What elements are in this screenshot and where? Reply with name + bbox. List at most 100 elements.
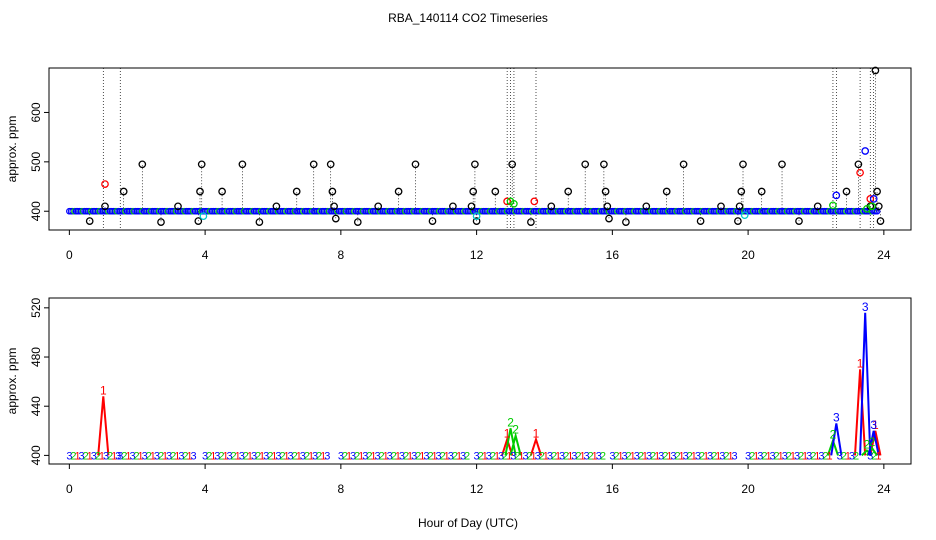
series-3-label: 3 (387, 450, 393, 462)
top-spike-lines (102, 68, 875, 230)
black-point (394, 187, 403, 196)
black-point (272, 202, 281, 211)
series-1-label: 1 (296, 450, 302, 462)
x-tick-label: 16 (606, 248, 620, 262)
black-point (717, 202, 725, 211)
cyan-point (472, 212, 481, 221)
series-1-label: 1 (753, 450, 759, 462)
green-point (510, 199, 518, 208)
black-point (331, 214, 340, 223)
series-2-label: 2 (588, 450, 594, 462)
bottom-series-lines (97, 312, 882, 457)
x-tick-label: 4 (202, 248, 209, 262)
series-2-label: 2 (440, 450, 446, 462)
series-3-label: 3 (622, 450, 628, 462)
series-1-label: 1 (592, 450, 598, 462)
black-point (196, 187, 204, 196)
series-1-label: 1 (174, 450, 180, 462)
series-2-label: 2 (170, 450, 176, 462)
series-2-label: 2 (674, 450, 680, 462)
red-point (530, 197, 539, 206)
black-point (778, 160, 786, 169)
x-tick-label: 0 (66, 482, 73, 496)
series-2-peak (504, 428, 517, 456)
series-3-label: 3 (362, 450, 368, 462)
x-tick-label: 8 (338, 482, 345, 496)
series-2-label: 2 (723, 450, 729, 462)
series-3-label: 3 (849, 450, 855, 462)
black-point (735, 202, 744, 211)
series-1-label: 1 (802, 450, 808, 462)
series-2-label: 2 (761, 450, 767, 462)
series-1-label: 1 (111, 450, 117, 462)
black-point (600, 160, 608, 169)
series-2-label: 2 (563, 450, 569, 462)
series-3-label: 3 (745, 450, 751, 462)
green-point (829, 201, 837, 210)
series-2-peak-label: 2 (507, 415, 514, 429)
series-1-label: 1 (617, 450, 623, 462)
black-point (157, 218, 165, 226)
x-tick-label: 24 (877, 482, 891, 496)
red-point (856, 168, 864, 177)
series-3-label: 3 (411, 450, 417, 462)
series-2-label: 2 (354, 450, 360, 462)
series-1-label: 1 (654, 450, 660, 462)
x-tick-label: 24 (877, 248, 891, 262)
black-point (238, 160, 247, 169)
series-3-label: 3 (547, 450, 553, 462)
series-2-label: 2 (342, 450, 348, 462)
series-1-label: 1 (494, 450, 500, 462)
series-3-label: 3 (178, 450, 184, 462)
series-2-label: 2 (853, 450, 859, 462)
blue-point (832, 191, 841, 200)
series-1-label: 1 (444, 450, 450, 462)
series-2-label: 2 (415, 450, 421, 462)
series-2-label: 2 (626, 450, 632, 462)
series-3-label: 3 (239, 450, 245, 462)
series-1-label: 1 (358, 450, 364, 462)
series-3-label: 3 (91, 450, 97, 462)
series-2-label: 2 (464, 450, 470, 462)
y-tick-label: 500 (29, 152, 43, 172)
series-1-label: 1 (790, 450, 796, 462)
black-point (662, 187, 671, 196)
series-3-peak (867, 430, 880, 456)
series-3-label: 3 (312, 450, 318, 462)
series-1-label: 1 (630, 450, 636, 462)
black-point (508, 160, 517, 169)
series-2-label: 2 (316, 450, 322, 462)
black-point (813, 202, 822, 211)
series-2-label: 2 (749, 450, 755, 462)
series-1-label: 1 (210, 450, 216, 462)
series-2-label: 2 (490, 450, 496, 462)
series-3-label: 3 (399, 450, 405, 462)
series-3-label: 3 (584, 450, 590, 462)
series-3-label: 3 (79, 450, 85, 462)
black-point (757, 187, 766, 196)
series-3-label: 3 (731, 450, 737, 462)
series-2-peak-label: 2 (512, 423, 519, 437)
series-3-label: 3 (522, 450, 528, 462)
series-2-label: 2 (83, 450, 89, 462)
black-point (527, 218, 535, 226)
series-1-label: 1 (370, 450, 376, 462)
series-3-label: 3 (202, 450, 208, 462)
series-2-label: 2 (650, 450, 656, 462)
series-3-label: 3 (115, 450, 121, 462)
series-3-label: 3 (634, 450, 640, 462)
series-2-label: 2 (70, 450, 76, 462)
series-1-peak-label: 1 (533, 426, 540, 440)
series-3-label: 3 (129, 450, 135, 462)
series-1-label: 1 (222, 450, 228, 462)
series-3-label: 3 (559, 450, 565, 462)
x-tick-label: 0 (66, 248, 73, 262)
top-plot-frame (48, 67, 912, 231)
black-point (605, 214, 613, 223)
series-2-label: 2 (182, 450, 188, 462)
series-3-label: 3 (374, 450, 380, 462)
series-3-label: 3 (460, 450, 466, 462)
series-2-label: 2 (539, 450, 545, 462)
series-3-label: 3 (646, 450, 652, 462)
